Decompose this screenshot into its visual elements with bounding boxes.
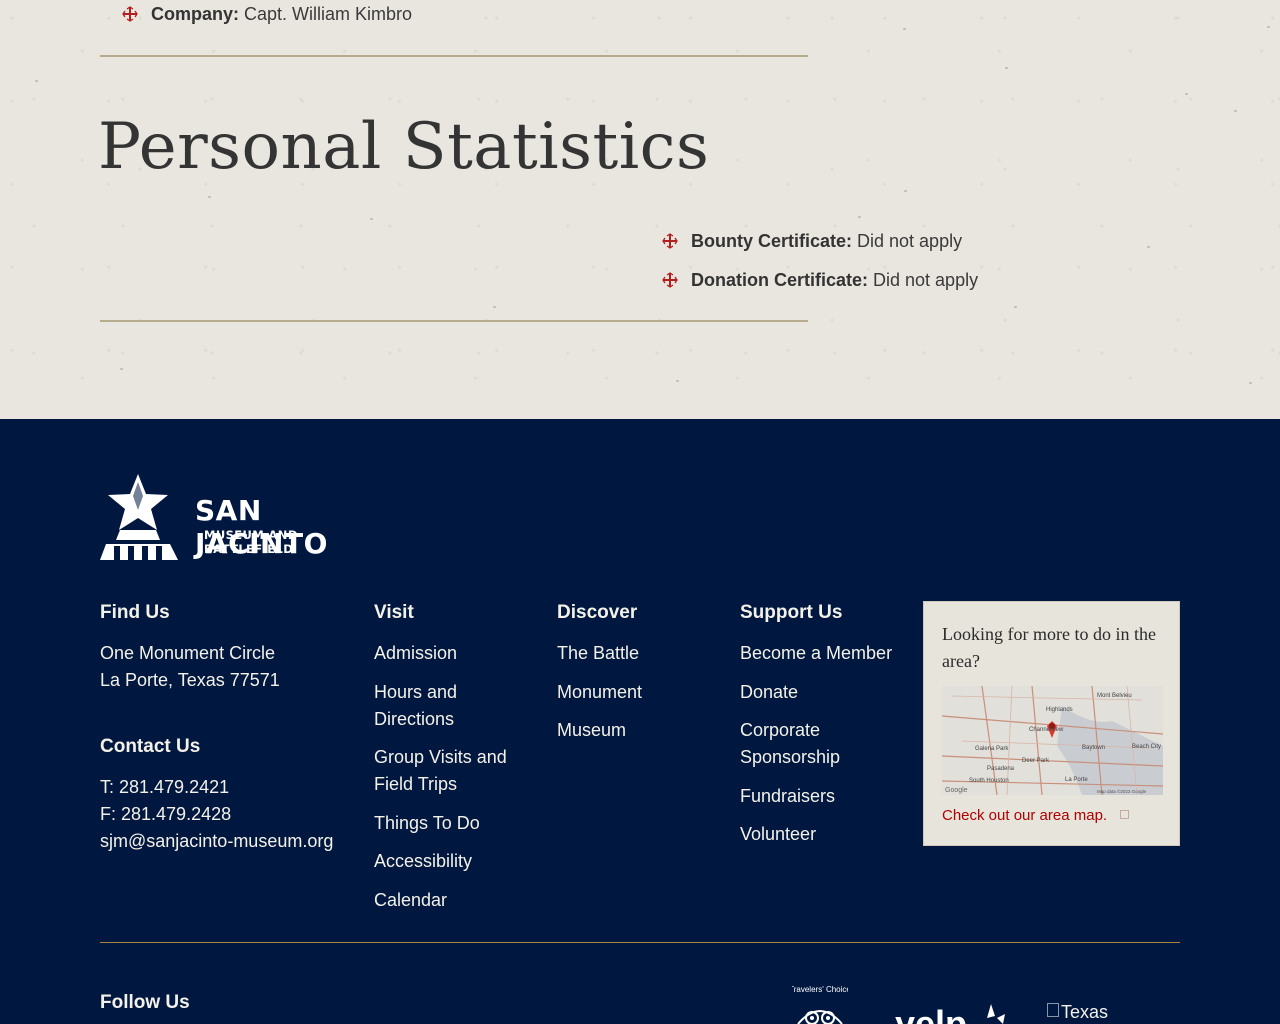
map-label: Channelview — [1029, 727, 1064, 733]
footer-col-visit: Visit Admission Hours and Directions Gro… — [374, 602, 534, 925]
stat-label: Bounty Certificate: — [691, 231, 853, 251]
footer-link-volunteer[interactable]: Volunteer — [740, 824, 817, 844]
company-label: Company: — [151, 4, 240, 24]
footer-divider — [100, 942, 1180, 943]
yelp-badge[interactable]: yelp — [895, 1002, 1005, 1024]
footer-link-accessibility[interactable]: Accessibility — [374, 851, 473, 871]
section-title: Personal Statistics — [98, 110, 710, 184]
email-link[interactable]: sjm@sanjacinto-museum.org — [100, 831, 334, 851]
footer-col-support: Support Us Become a Member Donate Corpor… — [740, 602, 910, 860]
address-line-2: La Porte, Texas 77571 — [100, 670, 280, 690]
divider — [100, 320, 808, 322]
footer-col-find-us: Find Us One Monument Circle La Porte, Te… — [100, 602, 333, 855]
area-map-image[interactable]: Mont Belvieu Highlands Channelview Bayto… — [942, 686, 1163, 795]
logo-title: SAN JACINTO — [195, 494, 328, 560]
divider — [100, 55, 808, 57]
footer-link-fundraisers[interactable]: Fundraisers — [740, 785, 836, 806]
site-logo[interactable]: SAN JACINTO MUSEUM AND BATTLEFIELD — [100, 474, 375, 562]
travelers-choice-label: Travelers' Choice — [792, 985, 848, 994]
google-logo: Google — [945, 787, 968, 794]
cross-bullet-icon — [662, 233, 678, 249]
broken-image-icon — [1047, 1003, 1059, 1017]
footer-link-the-battle[interactable]: The Battle — [557, 643, 640, 663]
yelp-wordmark: yelp — [895, 1003, 967, 1024]
content-area: Company: Capt. William Kimbro Personal S… — [0, 0, 1280, 419]
map-label: Deer Park — [1022, 758, 1050, 764]
footer-link-hours[interactable]: Hours and Directions — [374, 681, 458, 729]
tripadvisor-badge[interactable]: Travelers' Choice — [789, 984, 851, 1024]
footer-col-discover: Discover The Battle Monument Museum — [557, 602, 717, 756]
company-value: Capt. William Kimbro — [244, 4, 413, 24]
company-row: Company: Capt. William Kimbro — [122, 3, 412, 25]
map-label: South Houston — [969, 778, 1009, 784]
visit-heading: Visit — [374, 602, 414, 623]
map-label: La Porte — [1065, 777, 1088, 783]
footer-link-admission[interactable]: Admission — [374, 643, 458, 663]
stat-row-donation: Donation Certificate: Did not apply — [662, 269, 978, 291]
external-link-icon — [1120, 810, 1129, 819]
footer-link-monument[interactable]: Monument — [557, 681, 643, 702]
stat-row-bounty: Bounty Certificate: Did not apply — [662, 230, 962, 252]
map-label: Mont Belvieu — [1097, 693, 1132, 699]
site-footer: SAN JACINTO MUSEUM AND BATTLEFIELD Find … — [0, 419, 1280, 1024]
map-label: Pasadena — [987, 766, 1015, 772]
map-label: Beach City — [1132, 744, 1161, 750]
support-heading: Support Us — [740, 602, 843, 623]
discover-heading: Discover — [557, 602, 638, 623]
cross-bullet-icon — [122, 6, 138, 22]
footer-link-sponsorship[interactable]: Corporate Sponsorship — [740, 720, 841, 767]
logo-subtitle: MUSEUM AND BATTLEFIELD — [204, 528, 298, 556]
cross-bullet-icon — [662, 272, 678, 288]
footer-link-things-to-do[interactable]: Things To Do — [374, 812, 480, 833]
map-attribution: Map data ©2023 Google — [1097, 788, 1147, 794]
stat-value: Did not apply — [857, 231, 963, 251]
map-card-intro: Looking for more to do in the area? — [942, 624, 1156, 671]
address-line-1: One Monument Circle — [100, 643, 276, 663]
contact-heading: Contact Us — [100, 736, 201, 757]
find-us-heading: Find Us — [100, 602, 170, 623]
texas-badge-alt: Texas — [1061, 1002, 1109, 1022]
footer-link-member[interactable]: Become a Member — [740, 643, 893, 663]
map-label: Baytown — [1082, 745, 1105, 751]
stat-value: Did not apply — [873, 270, 979, 290]
area-map-card: Looking for more to do in the area? Mont… — [923, 601, 1180, 846]
stat-label: Donation Certificate: — [691, 270, 869, 290]
monument-star-icon — [100, 474, 178, 560]
phone-number[interactable]: T: 281.479.2421 — [100, 777, 230, 797]
footer-link-museum[interactable]: Museum — [557, 720, 627, 740]
fax-number: F: 281.479.2428 — [100, 804, 232, 824]
texas-badge[interactable]: Texas — [1047, 1002, 1108, 1023]
yelp-logo-icon: yelp — [895, 1003, 1005, 1024]
footer-link-group-visits[interactable]: Group Visits and Field Trips — [374, 747, 507, 794]
footer-link-donate[interactable]: Donate — [740, 681, 799, 702]
area-map-link[interactable]: Check out our area map. — [942, 807, 1108, 824]
footer-link-calendar[interactable]: Calendar — [374, 889, 448, 910]
follow-us-heading: Follow Us — [100, 992, 190, 1013]
tripadvisor-owl-icon: Travelers' Choice — [789, 985, 851, 1024]
map-label: Highlands — [1046, 707, 1073, 713]
map-label: Galena Park — [975, 746, 1009, 752]
